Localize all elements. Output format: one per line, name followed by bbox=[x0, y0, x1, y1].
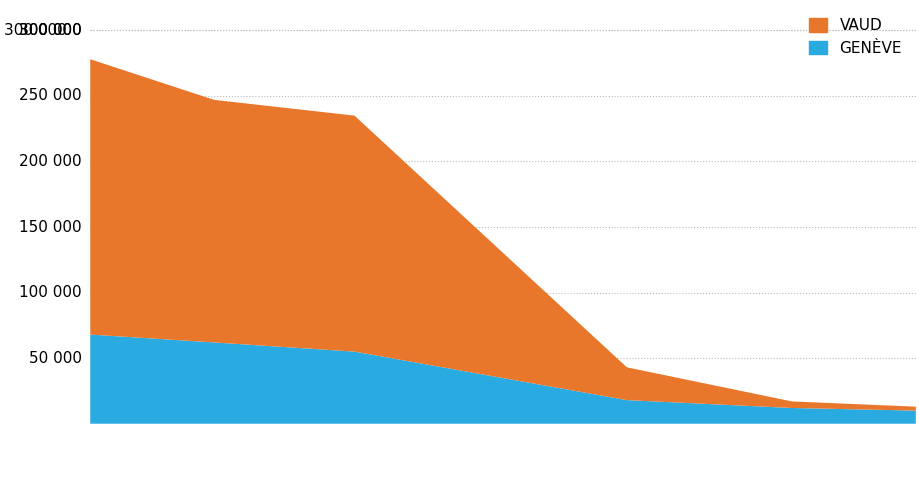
Text: 50 000: 50 000 bbox=[29, 350, 82, 366]
Text: 300 000: 300 000 bbox=[19, 23, 82, 38]
Text: 300 000: 300 000 bbox=[19, 23, 82, 38]
Text: 250 000: 250 000 bbox=[19, 88, 82, 104]
Legend: VAUD, GENÈVE: VAUD, GENÈVE bbox=[802, 12, 907, 62]
Text: 300 000: 300 000 bbox=[5, 23, 67, 38]
Text: 150 000: 150 000 bbox=[19, 220, 82, 234]
Text: 200 000: 200 000 bbox=[19, 154, 82, 169]
Text: 100 000: 100 000 bbox=[19, 285, 82, 300]
